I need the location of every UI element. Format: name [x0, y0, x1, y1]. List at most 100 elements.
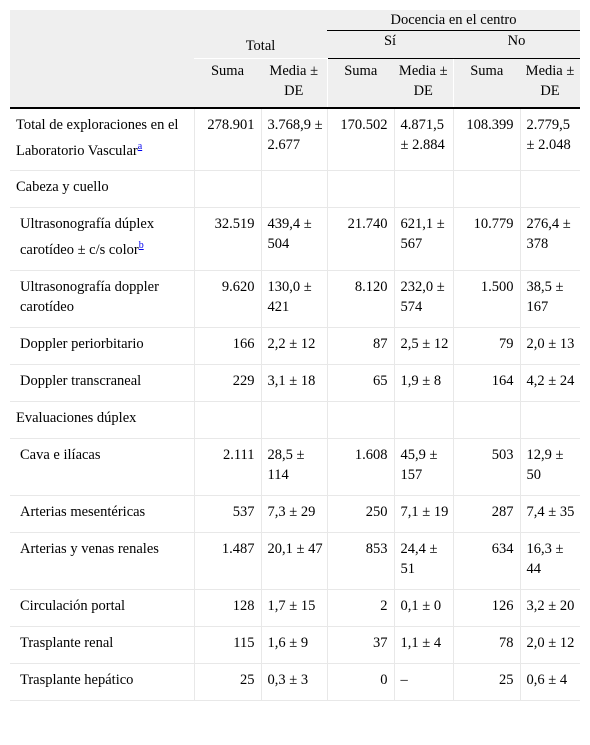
si-suma-cell: 853 — [326, 532, 394, 591]
total-media-cell: 7,3 ± 29 — [260, 495, 327, 534]
table-row: Arterias y venas renales 1.487 20,1 ± 47 85… — [10, 532, 580, 591]
no-suma-cell: 10.779 — [452, 207, 520, 272]
total-suma-cell: 25 — [193, 663, 261, 702]
no-media-cell: 12,9 ± 50 — [519, 438, 580, 497]
section-label: Cabeza y cuello — [10, 170, 194, 209]
no-suma-cell: 1.500 — [452, 270, 520, 329]
header-no: No — [453, 30, 580, 59]
no-suma-cell: 78 — [452, 626, 520, 665]
table-row: Doppler transcraneal 229 3,1 ± 18 65 1,9 ± 8… — [10, 364, 580, 403]
no-media-cell: 2.779,5 ± 2.048 — [519, 107, 580, 172]
row-label-text: Arterias mesentéricas — [20, 504, 146, 521]
total-suma-cell: 278.901 — [193, 107, 261, 172]
header-si: Sí — [327, 30, 453, 59]
header-no-media: Media ± DE — [520, 58, 580, 109]
no-media-cell: 276,4 ± 378 — [519, 207, 580, 272]
si-suma-cell: 0 — [326, 663, 394, 702]
si-suma-cell: 170.502 — [326, 107, 394, 172]
row-label-text: Doppler transcraneal — [20, 373, 142, 390]
si-suma-cell: 65 — [326, 364, 394, 403]
total-suma-cell: 128 — [193, 589, 261, 628]
si-media-cell: 7,1 ± 19 — [393, 495, 453, 534]
total-media-cell: 1,6 ± 9 — [260, 626, 327, 665]
header-docencia: Docencia en el centro — [327, 10, 580, 31]
empty-cell — [452, 170, 520, 209]
row-label-text: Total de exploraciones en el Laboratorio… — [16, 116, 179, 159]
si-media-cell: 1,9 ± 8 — [393, 364, 453, 403]
si-media-cell: 45,9 ± 157 — [393, 438, 453, 497]
no-media-cell: 7,4 ± 35 — [519, 495, 580, 534]
empty-cell — [452, 401, 520, 440]
no-media-cell: 2,0 ± 13 — [519, 327, 580, 366]
si-suma-cell: 2 — [326, 589, 394, 628]
row-label: Doppler periorbitario — [10, 327, 194, 366]
si-media-cell: 24,4 ± 51 — [393, 532, 453, 591]
table-row: Cava e ilíacas 2.111 28,5 ± 114 1.608 45,9 ±… — [10, 438, 580, 497]
si-suma-cell: 1.608 — [326, 438, 394, 497]
si-suma-cell: 87 — [326, 327, 394, 366]
row-label: Trasplante hepático — [10, 663, 194, 702]
row-label-text: Trasplante renal — [20, 635, 114, 652]
row-label-text: Arterias y venas renales — [20, 541, 159, 558]
total-media-cell: 1,7 ± 15 — [260, 589, 327, 628]
header-no-suma: Suma — [452, 58, 520, 109]
total-suma-cell: 229 — [193, 364, 261, 403]
table-body: Total de exploraciones en el Laboratorio… — [10, 107, 580, 702]
row-label: Arterias mesentéricas — [10, 495, 194, 534]
empty-cell — [393, 170, 453, 209]
footnote-link[interactable]: a — [137, 140, 143, 152]
si-media-cell: 232,0 ± 574 — [393, 270, 453, 329]
header-si-media: Media ± DE — [394, 58, 453, 109]
total-suma-cell: 2.111 — [193, 438, 261, 497]
no-suma-cell: 287 — [452, 495, 520, 534]
no-media-cell: 38,5 ± 167 — [519, 270, 580, 329]
total-suma-cell: 537 — [193, 495, 261, 534]
row-label-text: Trasplante hepático — [20, 672, 134, 689]
si-media-cell: 4.871,5 ± 2.884 — [393, 107, 453, 172]
table-header: Docencia en el centro Total Sí No Suma M… — [10, 10, 580, 109]
empty-cell — [519, 401, 580, 440]
section-label: Evaluaciones dúplex — [10, 401, 194, 440]
si-suma-cell: 8.120 — [326, 270, 394, 329]
header-total-media: Media ± DE — [261, 58, 327, 109]
no-suma-cell: 126 — [452, 589, 520, 628]
no-suma-cell: 503 — [452, 438, 520, 497]
empty-cell — [260, 170, 327, 209]
si-media-cell: 621,1 ± 567 — [393, 207, 453, 272]
table-row: Arterias mesentéricas 537 7,3 ± 29 250 7,1 ±… — [10, 495, 580, 534]
si-media-cell: – — [393, 663, 453, 702]
no-suma-cell: 164 — [452, 364, 520, 403]
total-media-cell: 28,5 ± 114 — [260, 438, 327, 497]
row-label: Total de exploraciones en el Laboratorio… — [10, 107, 194, 172]
row-label: Cava e ilíacas — [10, 438, 194, 497]
row-label-text: Ultrasonografía doppler carotídeo — [20, 279, 159, 316]
row-label: Ultrasonografía dúplex carotídeo ± c/s c… — [10, 207, 194, 272]
total-media-cell: 20,1 ± 47 — [260, 532, 327, 591]
total-suma-cell: 9.620 — [193, 270, 261, 329]
row-label-text: Doppler periorbitario — [20, 336, 144, 353]
total-suma-cell: 32.519 — [193, 207, 261, 272]
total-media-cell: 3.768,9 ± 2.677 — [260, 107, 327, 172]
empty-cell — [193, 170, 261, 209]
total-suma-cell: 1.487 — [193, 532, 261, 591]
footnote-link[interactable]: b — [138, 240, 144, 252]
header-si-suma: Suma — [326, 58, 394, 109]
total-suma-cell: 166 — [193, 327, 261, 366]
total-media-cell: 0,3 ± 3 — [260, 663, 327, 702]
row-label: Ultrasonografía doppler carotídeo — [10, 270, 194, 329]
no-media-cell: 3,2 ± 20 — [519, 589, 580, 628]
total-media-cell: 3,1 ± 18 — [260, 364, 327, 403]
table-row: Trasplante hepático 25 0,3 ± 3 0–25 0,6 ± 4 — [10, 663, 580, 702]
empty-cell — [519, 170, 580, 209]
row-label-text: Circulación portal — [20, 598, 126, 615]
si-media-cell: 1,1 ± 4 — [393, 626, 453, 665]
si-suma-cell: 21.740 — [326, 207, 394, 272]
empty-cell — [193, 401, 261, 440]
empty-cell — [326, 401, 394, 440]
total-media-cell: 439,4 ± 504 — [260, 207, 327, 272]
table-row: Total de exploraciones en el Laboratorio… — [10, 107, 580, 172]
row-label: Circulación portal — [10, 589, 194, 628]
empty-cell — [260, 401, 327, 440]
no-suma-cell: 634 — [452, 532, 520, 591]
si-suma-cell: 250 — [326, 495, 394, 534]
